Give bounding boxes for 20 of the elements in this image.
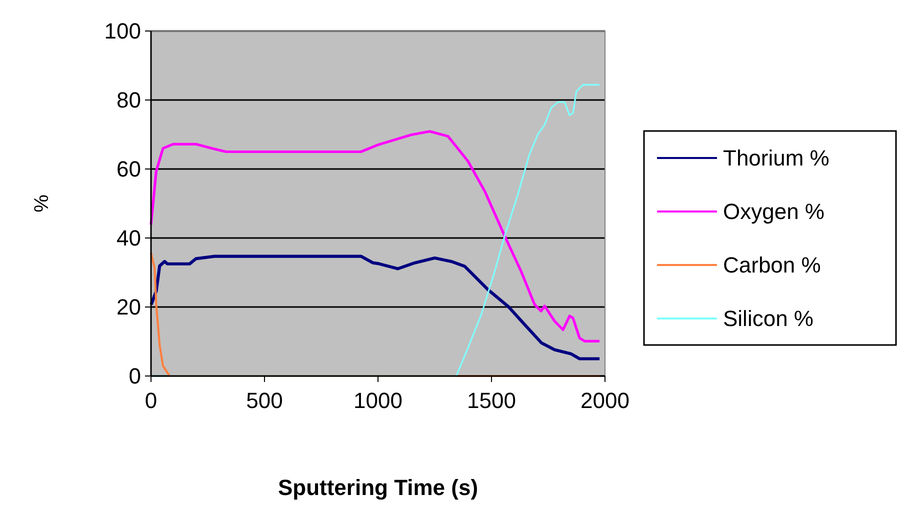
x-tick-label: 2000: [580, 388, 630, 413]
x-tick-label: 500: [246, 388, 283, 413]
legend-label: Oxygen %: [723, 199, 824, 224]
legend-label: Thorium %: [723, 146, 830, 171]
legend-label: Carbon %: [723, 252, 821, 278]
y-tick-label: 0: [128, 364, 141, 389]
y-tick-label: 40: [116, 226, 141, 251]
y-tick-label: 80: [116, 88, 141, 113]
line-series: [150, 130, 601, 342]
line-series: [150, 254, 602, 360]
y-axis-title: %: [31, 194, 53, 212]
legend-label: Silicon %: [723, 306, 814, 332]
y-tick-label: 60: [116, 156, 141, 182]
x-tick-label: 1000: [354, 388, 402, 413]
x-tick-label: 1500: [467, 388, 516, 413]
line-series: [150, 84, 600, 377]
y-tick-label: 20: [116, 294, 141, 320]
x-axis-title: Sputtering Time (s): [278, 475, 478, 500]
y-tick-label: 100: [104, 18, 141, 44]
x-tick-label: 0: [144, 388, 158, 413]
